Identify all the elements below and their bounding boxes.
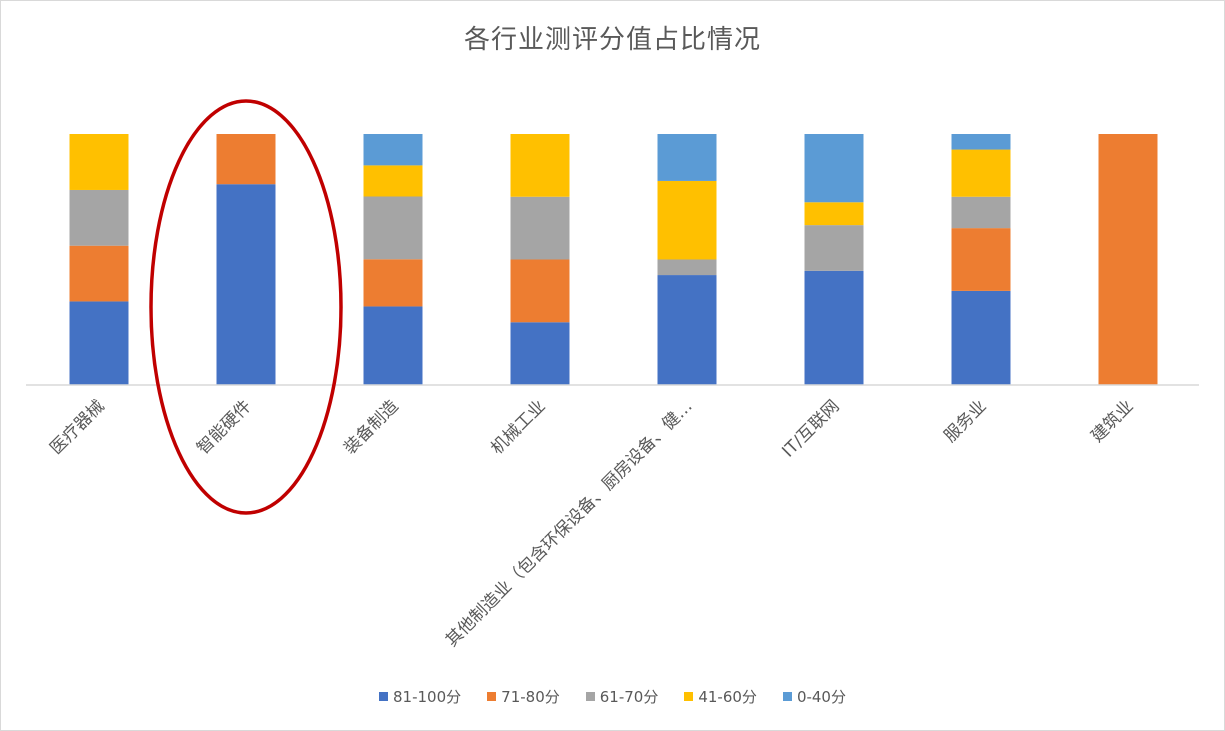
legend-item: 0-40分	[782, 686, 846, 707]
category-label: IT/互联网	[778, 396, 843, 461]
bar-segment	[1098, 134, 1158, 385]
legend-label: 41-60分	[698, 688, 757, 706]
bar-segment	[510, 134, 570, 197]
legend-label: 71-80分	[501, 688, 560, 706]
bar-segment	[657, 180, 717, 260]
legend-swatch	[487, 692, 497, 701]
legend-label: 0-40分	[796, 688, 846, 706]
category-label: 装备制造	[340, 396, 402, 458]
bar-segment	[363, 196, 423, 260]
bar-segment	[951, 149, 1011, 197]
bar-segment	[69, 134, 129, 190]
bar-segment	[363, 306, 423, 385]
legend: 81-100分 71-80分 61-70分 41-60分 0-40分	[1, 686, 1224, 707]
bar-segment	[216, 184, 276, 385]
bar-segment	[804, 134, 864, 203]
category-label: 医疗器械	[46, 396, 108, 458]
category-label: 智能硬件	[193, 396, 255, 458]
bar-segment	[363, 134, 423, 166]
bar-segment	[804, 202, 864, 226]
bar-segment	[69, 245, 129, 302]
bar-segment	[657, 275, 717, 385]
bar-segment	[69, 301, 129, 385]
legend-item: 71-80分	[487, 686, 560, 707]
bar-segment	[69, 189, 129, 246]
category-label: 建筑业	[1087, 396, 1137, 446]
legend-swatch	[379, 692, 389, 701]
legend-swatch	[585, 692, 595, 701]
legend-label: 81-100分	[393, 688, 462, 706]
bar-segment	[804, 270, 864, 385]
bar-segment	[951, 290, 1011, 385]
bar-segment	[510, 196, 570, 260]
bar-segment	[804, 225, 864, 271]
bar-segment	[510, 259, 570, 323]
legend-item: 41-60分	[684, 686, 757, 707]
bar-segment	[363, 259, 423, 307]
legend-label: 61-70分	[599, 688, 659, 706]
highlight-ellipse	[149, 99, 343, 515]
bar-segment	[657, 134, 717, 181]
legend-item: 61-70分	[585, 686, 659, 707]
bar-segment	[363, 165, 423, 197]
bar-segment	[657, 259, 717, 276]
bar-segment	[951, 134, 1011, 150]
legend-swatch	[684, 692, 694, 701]
bar-segment	[951, 196, 1011, 229]
bar-segment	[216, 134, 276, 185]
bar-segment	[510, 322, 570, 385]
category-label: 服务业	[940, 396, 990, 446]
category-label: 机械工业	[487, 396, 549, 458]
bar-segment	[951, 228, 1011, 291]
category-label: 其他制造业（包含环保设备、厨房设备、健…	[442, 396, 697, 651]
chart-title: 各行业测评分值占比情况	[463, 25, 761, 55]
legend-item: 81-100分	[379, 686, 461, 707]
legend-swatch	[782, 692, 792, 701]
